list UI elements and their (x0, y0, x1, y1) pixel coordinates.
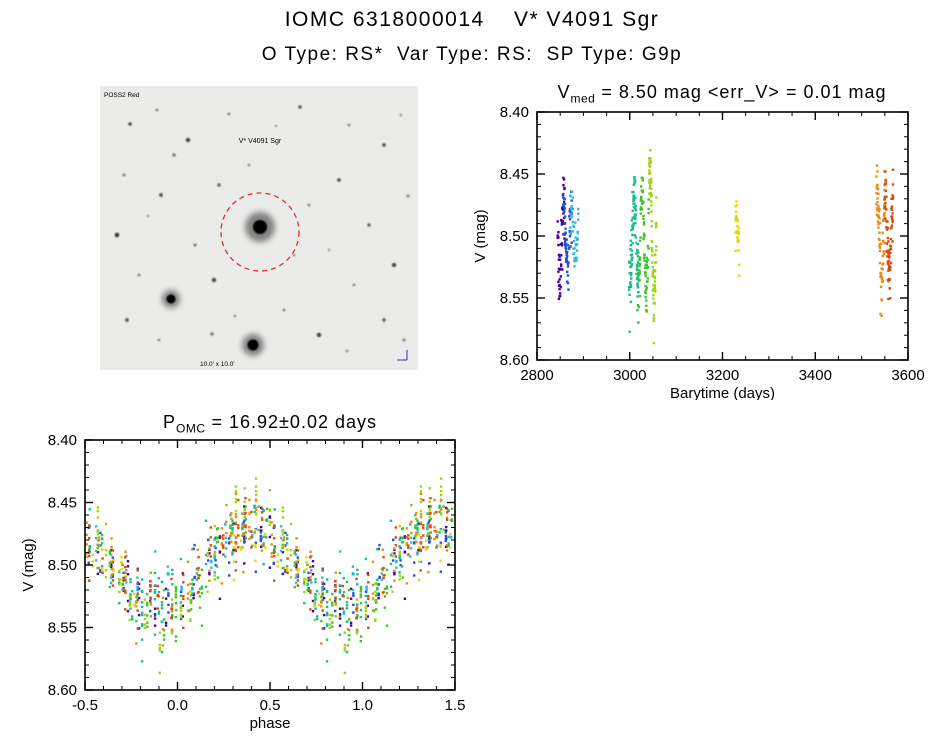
x-tick-label: 1.0 (352, 697, 373, 714)
photometric-aperture-circle (220, 192, 300, 272)
phase-plot: -0.5 0.0 0.5 1.0 1.5 8.40 8.45 8.50 8.55 8.60 phas… (20, 432, 465, 732)
y-tick-label: 8.55 (48, 620, 77, 637)
scatter-points (85, 477, 454, 675)
scatter-points (556, 149, 895, 345)
y-axis-label: V (mag) (472, 209, 489, 262)
finder-annotation-bottom: 10.0' x 10.0' (200, 361, 235, 368)
y-tick-label: 8.45 (48, 495, 77, 512)
axes: -0.5 0.0 0.5 1.0 1.5 8.40 8.45 8.50 8.55 8.60 phas… (20, 432, 465, 732)
x-axis-label: Barytime (days) (670, 385, 775, 400)
y-tick-label: 8.50 (48, 557, 77, 574)
y-tick-label: 8.45 (500, 166, 529, 183)
x-tick-label: 0.5 (260, 697, 281, 714)
lightcurve-title: Vmed = 8.50 mag <err_V> = 0.01 mag (480, 82, 944, 106)
plot-frame (536, 111, 909, 361)
axes: 2800 3000 3200 3400 3600 8.40 8.45 8.50 8.55 8.60… (472, 104, 925, 400)
y-tick-label: 8.60 (500, 352, 529, 369)
x-tick-label: 3200 (706, 367, 739, 384)
y-tick-label: 8.60 (48, 682, 77, 699)
phase-plot-title-main: P (162, 412, 176, 432)
page-subtitle: O Type: RS* Var Type: RS: SP Type: G9p (261, 44, 683, 65)
x-tick-label: 3600 (891, 367, 924, 384)
lightcurve-plot: 2800 3000 3200 3400 3600 8.40 8.45 8.50 8.55 8.60… (472, 104, 925, 400)
phase-plot-title: POMC = 16.92±0.02 days (55, 412, 485, 436)
finding-chart-image: V* V4091 Sgr POSS2 Red 10.0' x 10.0' (100, 86, 418, 370)
y-tick-label: 8.40 (48, 432, 77, 449)
finder-target-label: V* V4091 Sgr (239, 138, 282, 145)
x-tick-label: 3400 (799, 367, 832, 384)
phase-plot-title-sub: OMC (176, 421, 206, 436)
x-tick-label: 1.5 (445, 697, 466, 714)
x-tick-label: 2800 (520, 367, 553, 384)
page-title: IOMC 6318000014 V* V4091 Sgr (284, 8, 660, 31)
x-tick-label: -0.5 (72, 697, 98, 714)
phase-plot-title-rest: = 16.92±0.02 days (205, 412, 377, 432)
x-tick-label: 0.0 (167, 697, 188, 714)
finder-annotation-top-left: POSS2 Red (104, 92, 140, 99)
x-axis-label: phase (250, 715, 291, 732)
y-tick-label: 8.40 (500, 104, 529, 121)
y-tick-label: 8.55 (500, 290, 529, 307)
x-tick-label: 3000 (613, 367, 646, 384)
lightcurve-title-rest: = 8.50 mag <err_V> = 0.01 mag (595, 82, 887, 102)
star-field (114, 105, 410, 369)
lightcurve-title-sub: med (570, 91, 596, 106)
y-tick-label: 8.50 (500, 228, 529, 245)
finder-scale-mark (397, 350, 408, 361)
lightcurve-title-main: V (557, 82, 571, 102)
y-axis-label: V (mag) (20, 538, 37, 591)
